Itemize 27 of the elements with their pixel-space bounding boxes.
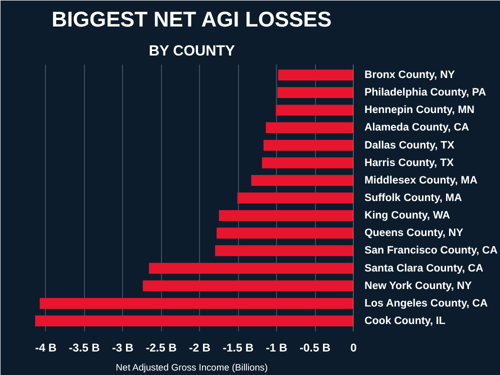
x-tick-label: 0 [350, 342, 357, 354]
x-tick-label: -2.5 B [146, 342, 177, 354]
y-tick-label: Queens County, NY [364, 227, 464, 240]
y-tick-label: Dallas County, TX [364, 139, 456, 152]
y-tick-label: New York County, NY [364, 280, 472, 292]
x-tick-label: -3 B [112, 342, 134, 354]
y-tick-label: Philadelphia County, PA [364, 86, 486, 99]
y-tick-label: Harris County, TX [364, 156, 455, 169]
y-tick-label: Bronx County, NY [364, 69, 455, 82]
chart-title: BIGGEST NET AGI LOSSES [52, 8, 332, 32]
x-tick-label: -0.5 B [300, 342, 330, 354]
y-tick-label: Suffolk County, MA [364, 192, 462, 204]
x-tick-label: -4 B [35, 342, 57, 354]
x-tick-label: -1.5 B [222, 342, 254, 354]
y-tick-label: Middlesex County, MA [364, 174, 478, 186]
x-tick-label: -3.5 B [68, 342, 100, 354]
x-tick-label: -2 B [188, 342, 210, 354]
y-tick-label: Los Angeles County, CA [364, 297, 488, 310]
y-tick-label: Santa Clara County, CA [364, 262, 484, 274]
y-tick-label: Alameda County, CA [364, 122, 470, 134]
x-axis-title: Net Adjusted Gross Income (Billions) [116, 362, 268, 372]
y-tick-label: King County, WA [364, 210, 450, 222]
chart-subtitle: BY COUNTY [148, 44, 236, 60]
x-tick-label: -1 B [266, 342, 288, 354]
y-tick-label: San Francisco County, CA [364, 244, 498, 257]
y-tick-label: Cook County, IL [364, 314, 446, 327]
y-tick-label: Hennepin County, MN [364, 104, 474, 116]
